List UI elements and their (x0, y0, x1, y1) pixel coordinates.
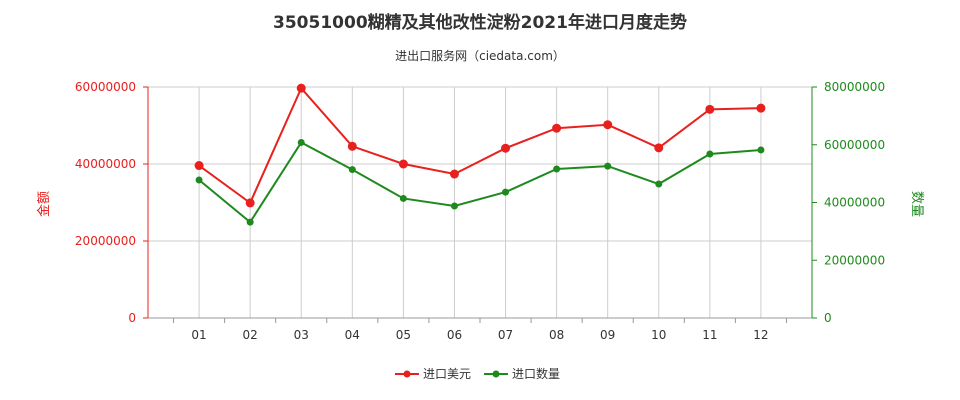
data-point[interactable] (348, 166, 356, 174)
data-point[interactable] (756, 103, 766, 113)
data-point[interactable] (246, 218, 254, 226)
data-point[interactable] (399, 194, 407, 202)
right-tick-label: 80000000 (824, 80, 885, 94)
legend-swatch-dot (403, 370, 411, 378)
x-tick-label: 08 (549, 328, 564, 342)
data-point[interactable] (603, 120, 613, 130)
left-tick-label: 0 (128, 311, 136, 325)
x-tick-label: 05 (396, 328, 411, 342)
right-tick-label: 0 (824, 311, 832, 325)
x-tick-label: 04 (345, 328, 360, 342)
chart-subtitle: 进出口服务网（ciedata.com） (395, 49, 565, 63)
x-tick-label: 11 (702, 328, 717, 342)
series-layer (194, 83, 766, 226)
data-point[interactable] (552, 123, 562, 133)
series-line (198, 141, 762, 224)
right-axis-label: 数量 (909, 191, 924, 217)
left-tick-label: 40000000 (75, 157, 136, 171)
left-axis-ticks: 0 20000000 40000000 60000000 (75, 80, 148, 325)
data-point[interactable] (654, 143, 664, 153)
data-point[interactable] (502, 188, 510, 196)
right-tick-label: 40000000 (824, 196, 885, 210)
x-tick-label: 06 (447, 328, 462, 342)
legend-swatch-dot (492, 370, 500, 378)
right-tick-label: 60000000 (824, 138, 885, 152)
x-tick-label: 03 (294, 328, 309, 342)
data-point[interactable] (297, 138, 305, 146)
data-point[interactable] (398, 159, 408, 169)
x-tick-label: 07 (498, 328, 513, 342)
data-point[interactable] (655, 180, 663, 188)
x-tick-label: 12 (753, 328, 768, 342)
data-point[interactable] (705, 104, 715, 114)
x-axis-ticks: 01 02 03 04 05 06 07 08 09 10 11 12 (173, 318, 787, 342)
x-tick-label: 09 (600, 328, 615, 342)
data-point[interactable] (706, 150, 714, 158)
data-point[interactable] (245, 198, 255, 208)
right-axis-ticks: 0 20000000 40000000 60000000 80000000 (812, 80, 885, 325)
data-point[interactable] (449, 169, 459, 179)
data-point[interactable] (450, 202, 458, 210)
data-point[interactable] (757, 146, 765, 154)
legend-label[interactable]: 进口美元 (423, 367, 471, 381)
x-tick-label: 01 (191, 328, 206, 342)
data-point[interactable] (604, 162, 612, 170)
data-point[interactable] (194, 161, 204, 171)
data-point[interactable] (195, 176, 203, 184)
data-point[interactable] (553, 165, 561, 173)
data-point[interactable] (296, 83, 306, 93)
data-point[interactable] (501, 143, 511, 153)
left-tick-label: 60000000 (75, 80, 136, 94)
series-line (198, 86, 761, 205)
chart-title: 35051000糊精及其他改性淀粉2021年进口月度走势 (273, 13, 687, 33)
x-tick-label: 10 (651, 328, 666, 342)
x-tick-label: 02 (243, 328, 258, 342)
left-axis-label: 金额 (36, 191, 52, 217)
legend: 进口美元 进口数量 (395, 366, 560, 381)
data-point[interactable] (347, 141, 357, 151)
legend-label[interactable]: 进口数量 (512, 366, 560, 381)
grid-lines (148, 86, 812, 319)
left-tick-label: 20000000 (75, 234, 136, 248)
right-tick-label: 20000000 (824, 253, 885, 267)
